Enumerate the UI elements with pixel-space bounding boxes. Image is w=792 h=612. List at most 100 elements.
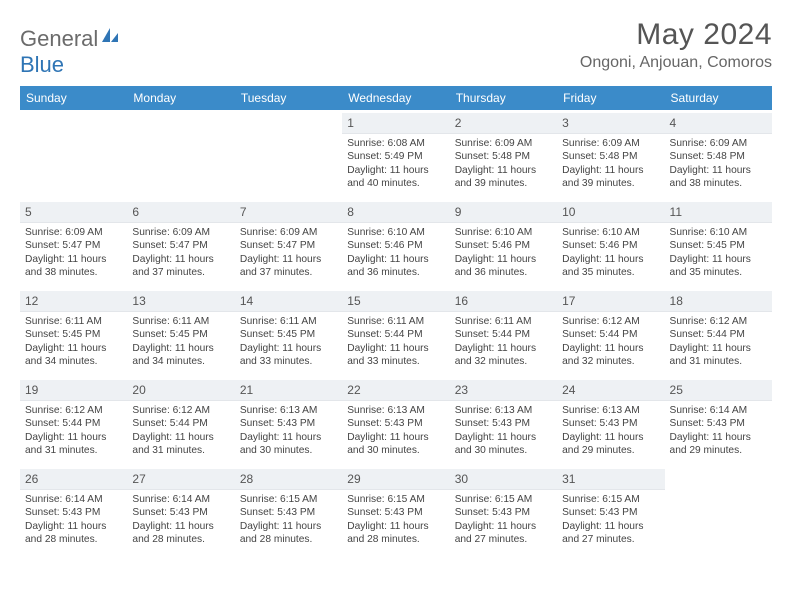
month-title: May 2024 [580,18,772,52]
day-info: Sunrise: 6:12 AMSunset: 5:44 PMDaylight:… [665,312,772,371]
day-info: Sunrise: 6:09 AMSunset: 5:48 PMDaylight:… [450,134,557,193]
day-info: Sunrise: 6:12 AMSunset: 5:44 PMDaylight:… [557,312,664,371]
day-number: 14 [235,291,342,312]
day-number: 13 [127,291,234,312]
day-info: Sunrise: 6:15 AMSunset: 5:43 PMDaylight:… [235,490,342,549]
day-cell: 11Sunrise: 6:10 AMSunset: 5:45 PMDayligh… [665,202,772,288]
location-label: Ongoni, Anjouan, Comoros [580,54,772,72]
sail-icon [100,24,120,49]
weekday-header: Wednesday [342,86,449,110]
page-header: GeneralBlue May 2024 Ongoni, Anjouan, Co… [20,18,772,78]
day-cell: 22Sunrise: 6:13 AMSunset: 5:43 PMDayligh… [342,380,449,466]
day-info: Sunrise: 6:09 AMSunset: 5:47 PMDaylight:… [20,223,127,282]
day-info: Sunrise: 6:14 AMSunset: 5:43 PMDaylight:… [127,490,234,549]
week-row: 19Sunrise: 6:12 AMSunset: 5:44 PMDayligh… [20,377,772,466]
day-number: 2 [450,113,557,134]
day-number: 17 [557,291,664,312]
day-cell: 30Sunrise: 6:15 AMSunset: 5:43 PMDayligh… [450,469,557,555]
day-cell: . [665,469,772,555]
day-info: Sunrise: 6:12 AMSunset: 5:44 PMDaylight:… [20,401,127,460]
day-number: 18 [665,291,772,312]
day-info: Sunrise: 6:13 AMSunset: 5:43 PMDaylight:… [450,401,557,460]
day-cell: 4Sunrise: 6:09 AMSunset: 5:48 PMDaylight… [665,113,772,199]
weekday-header: Friday [557,86,664,110]
day-cell: 7Sunrise: 6:09 AMSunset: 5:47 PMDaylight… [235,202,342,288]
day-number: 29 [342,469,449,490]
day-number: 28 [235,469,342,490]
day-info: Sunrise: 6:08 AMSunset: 5:49 PMDaylight:… [342,134,449,193]
day-number: 9 [450,202,557,223]
day-number: 5 [20,202,127,223]
brand-name: GeneralBlue [20,26,120,78]
day-number: 15 [342,291,449,312]
day-number: 22 [342,380,449,401]
day-cell: 28Sunrise: 6:15 AMSunset: 5:43 PMDayligh… [235,469,342,555]
day-number: 25 [665,380,772,401]
day-info: Sunrise: 6:11 AMSunset: 5:45 PMDaylight:… [127,312,234,371]
day-cell: 27Sunrise: 6:14 AMSunset: 5:43 PMDayligh… [127,469,234,555]
day-cell: 13Sunrise: 6:11 AMSunset: 5:45 PMDayligh… [127,291,234,377]
day-info: Sunrise: 6:15 AMSunset: 5:43 PMDaylight:… [557,490,664,549]
day-number: 10 [557,202,664,223]
day-cell: 9Sunrise: 6:10 AMSunset: 5:46 PMDaylight… [450,202,557,288]
day-cell: 19Sunrise: 6:12 AMSunset: 5:44 PMDayligh… [20,380,127,466]
day-number: 21 [235,380,342,401]
day-number: 20 [127,380,234,401]
weekday-header-row: SundayMondayTuesdayWednesdayThursdayFrid… [20,86,772,110]
day-number: 6 [127,202,234,223]
day-info: Sunrise: 6:12 AMSunset: 5:44 PMDaylight:… [127,401,234,460]
day-info: Sunrise: 6:14 AMSunset: 5:43 PMDaylight:… [20,490,127,549]
week-row: 26Sunrise: 6:14 AMSunset: 5:43 PMDayligh… [20,466,772,555]
day-info: Sunrise: 6:10 AMSunset: 5:46 PMDaylight:… [450,223,557,282]
day-cell: 20Sunrise: 6:12 AMSunset: 5:44 PMDayligh… [127,380,234,466]
day-cell: 5Sunrise: 6:09 AMSunset: 5:47 PMDaylight… [20,202,127,288]
day-number: 7 [235,202,342,223]
day-info: Sunrise: 6:09 AMSunset: 5:47 PMDaylight:… [235,223,342,282]
day-info: Sunrise: 6:09 AMSunset: 5:47 PMDaylight:… [127,223,234,282]
weekday-header: Thursday [450,86,557,110]
day-number: 3 [557,113,664,134]
day-number: 30 [450,469,557,490]
day-number: 31 [557,469,664,490]
day-cell: 3Sunrise: 6:09 AMSunset: 5:48 PMDaylight… [557,113,664,199]
day-info: Sunrise: 6:15 AMSunset: 5:43 PMDaylight:… [342,490,449,549]
day-info: Sunrise: 6:09 AMSunset: 5:48 PMDaylight:… [557,134,664,193]
day-info: Sunrise: 6:13 AMSunset: 5:43 PMDaylight:… [557,401,664,460]
day-cell: 17Sunrise: 6:12 AMSunset: 5:44 PMDayligh… [557,291,664,377]
day-number: 26 [20,469,127,490]
day-number: 11 [665,202,772,223]
day-cell: 21Sunrise: 6:13 AMSunset: 5:43 PMDayligh… [235,380,342,466]
day-cell: 16Sunrise: 6:11 AMSunset: 5:44 PMDayligh… [450,291,557,377]
day-cell: 26Sunrise: 6:14 AMSunset: 5:43 PMDayligh… [20,469,127,555]
day-cell: 31Sunrise: 6:15 AMSunset: 5:43 PMDayligh… [557,469,664,555]
weeks-container: . . . 1Sunrise: 6:08 AMSunset: 5:49 PMDa… [20,110,772,555]
day-number: 12 [20,291,127,312]
day-number: 23 [450,380,557,401]
day-cell: 24Sunrise: 6:13 AMSunset: 5:43 PMDayligh… [557,380,664,466]
weekday-header: Sunday [20,86,127,110]
brand-part1: General [20,26,98,51]
day-info: Sunrise: 6:13 AMSunset: 5:43 PMDaylight:… [235,401,342,460]
day-info: Sunrise: 6:11 AMSunset: 5:44 PMDaylight:… [450,312,557,371]
day-info: Sunrise: 6:10 AMSunset: 5:46 PMDaylight:… [557,223,664,282]
day-info: Sunrise: 6:13 AMSunset: 5:43 PMDaylight:… [342,401,449,460]
day-cell: 15Sunrise: 6:11 AMSunset: 5:44 PMDayligh… [342,291,449,377]
day-info: Sunrise: 6:11 AMSunset: 5:44 PMDaylight:… [342,312,449,371]
day-info: Sunrise: 6:15 AMSunset: 5:43 PMDaylight:… [450,490,557,549]
day-cell: 18Sunrise: 6:12 AMSunset: 5:44 PMDayligh… [665,291,772,377]
day-cell: 25Sunrise: 6:14 AMSunset: 5:43 PMDayligh… [665,380,772,466]
day-cell: . [20,113,127,199]
day-number: 4 [665,113,772,134]
day-cell: 14Sunrise: 6:11 AMSunset: 5:45 PMDayligh… [235,291,342,377]
day-number: 27 [127,469,234,490]
day-info: Sunrise: 6:10 AMSunset: 5:46 PMDaylight:… [342,223,449,282]
calendar-grid: SundayMondayTuesdayWednesdayThursdayFrid… [20,86,772,555]
day-cell: 29Sunrise: 6:15 AMSunset: 5:43 PMDayligh… [342,469,449,555]
day-cell: 23Sunrise: 6:13 AMSunset: 5:43 PMDayligh… [450,380,557,466]
day-info: Sunrise: 6:09 AMSunset: 5:48 PMDaylight:… [665,134,772,193]
day-number: 8 [342,202,449,223]
week-row: 12Sunrise: 6:11 AMSunset: 5:45 PMDayligh… [20,288,772,377]
day-cell: . [127,113,234,199]
weekday-header: Monday [127,86,234,110]
week-row: 5Sunrise: 6:09 AMSunset: 5:47 PMDaylight… [20,199,772,288]
